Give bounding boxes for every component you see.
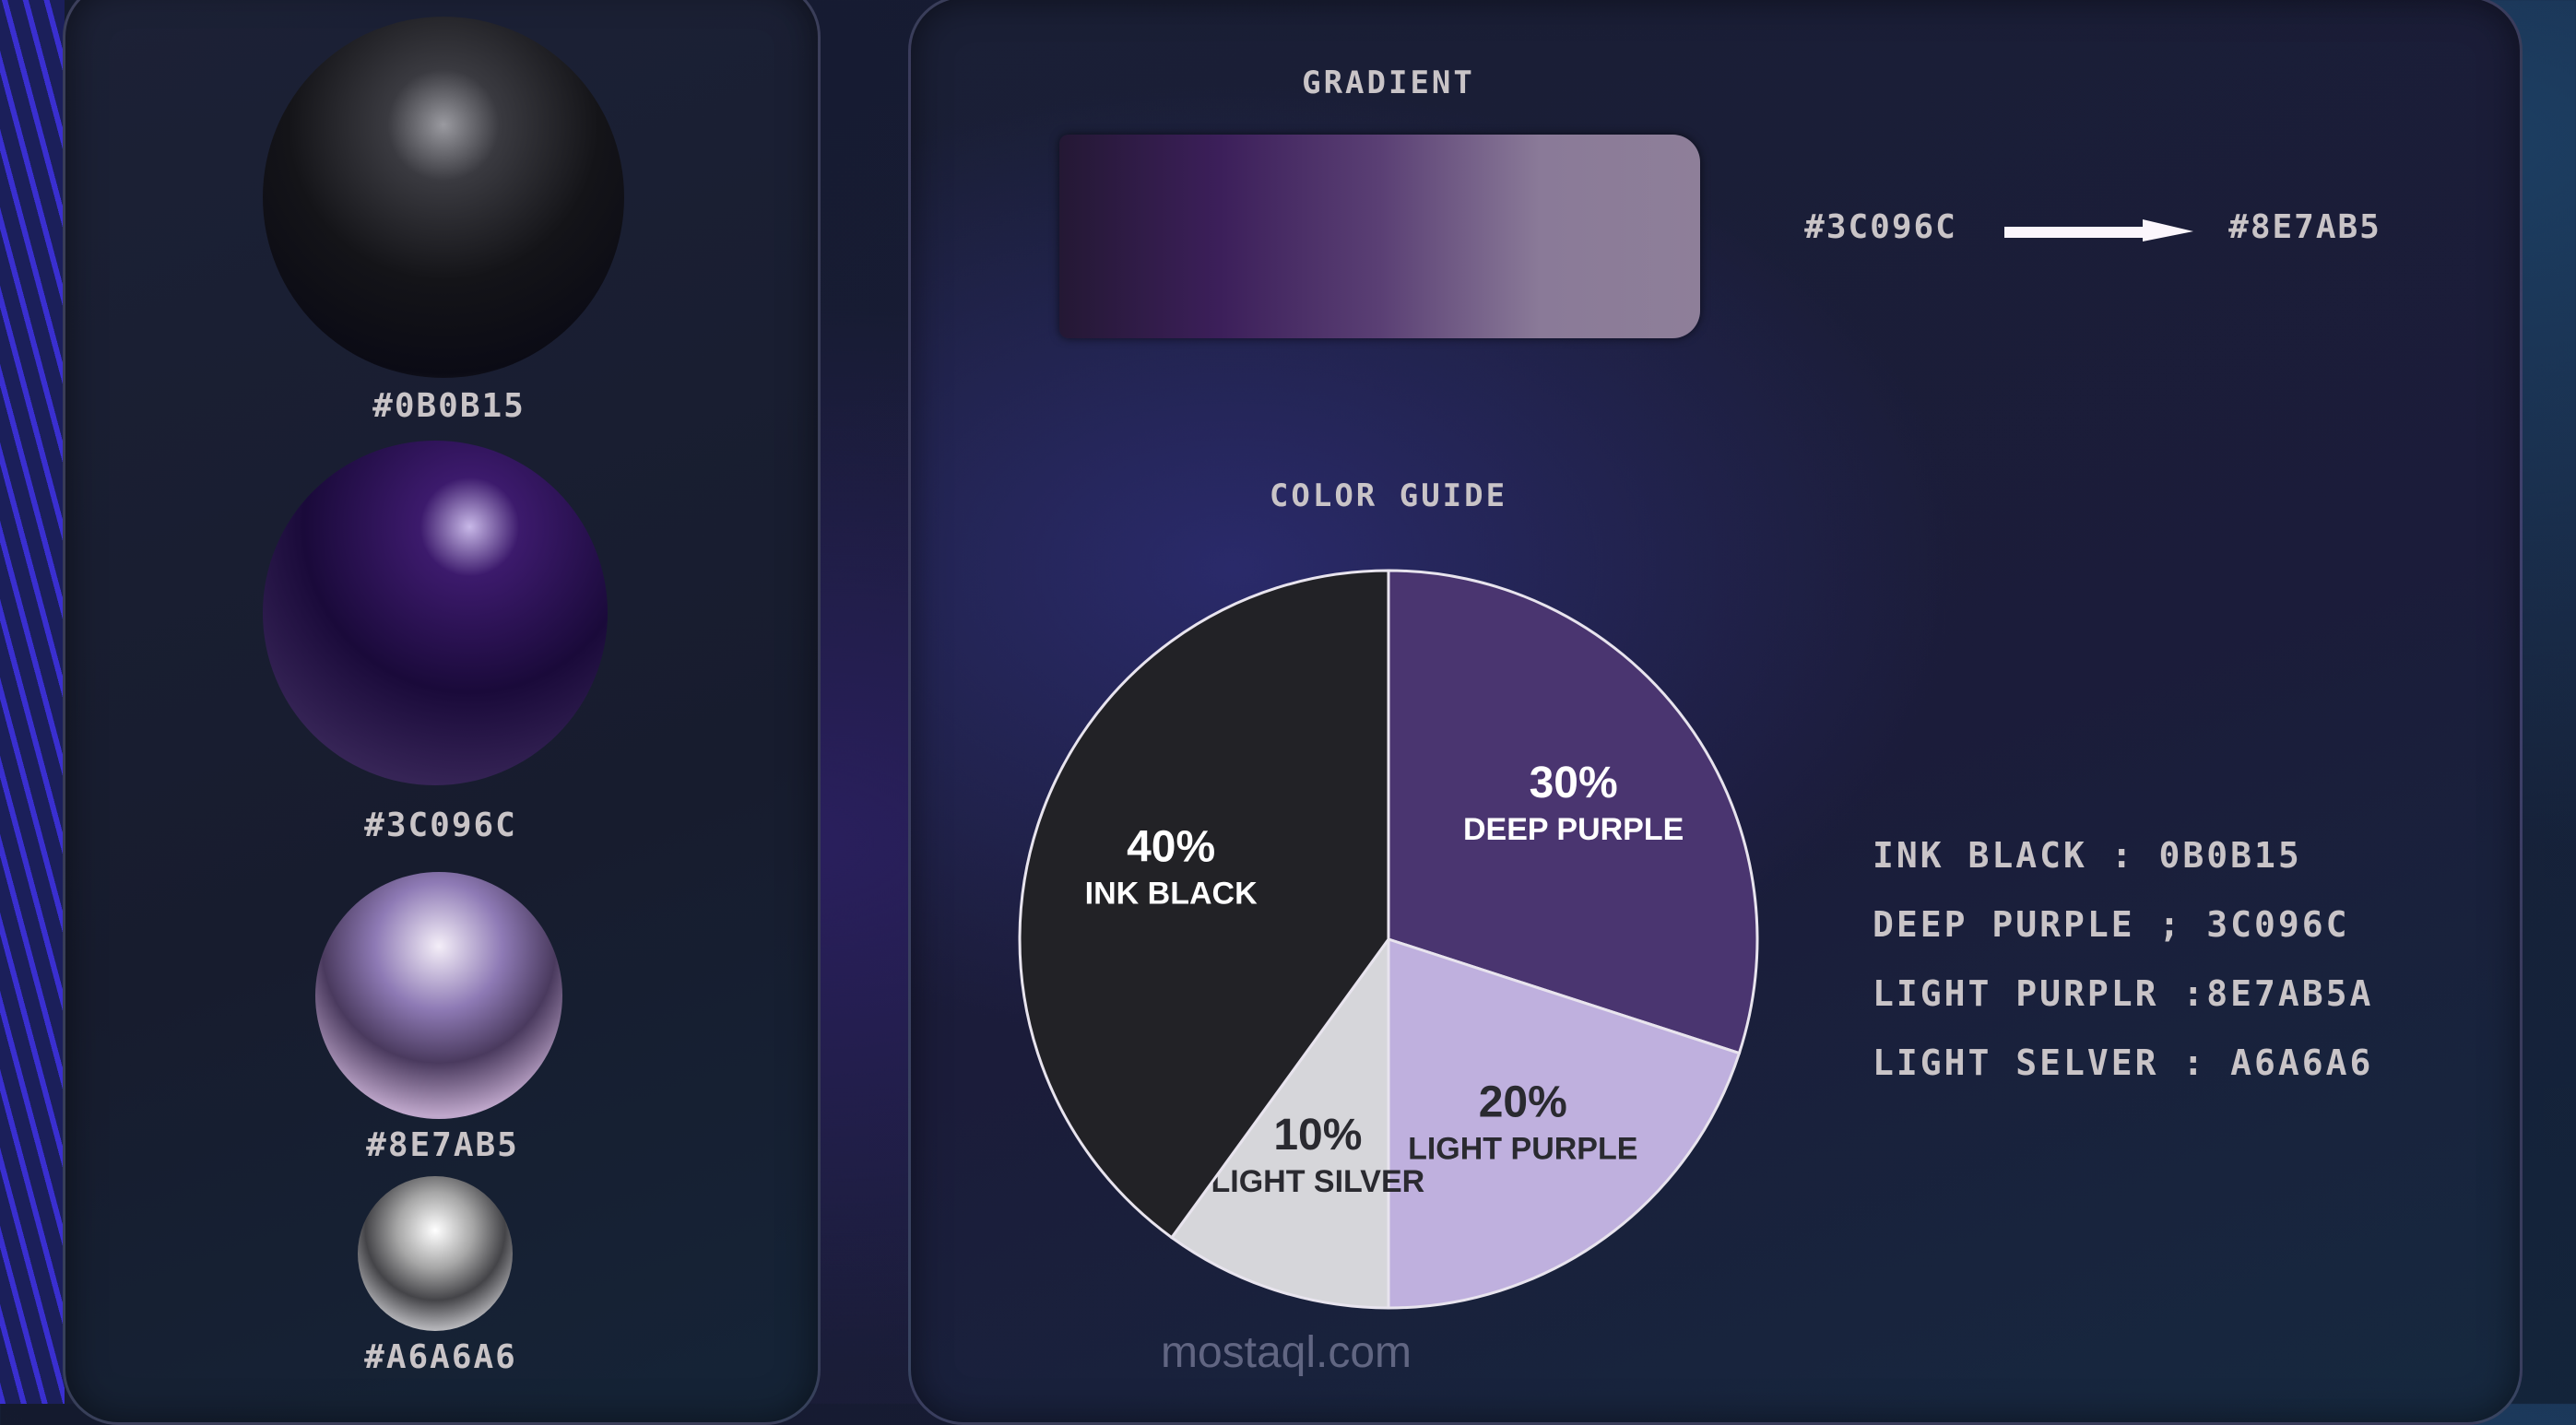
swatch-sphere-deep-purple [263,441,608,785]
pie-value-label: 20% [1479,1078,1567,1127]
pie-value-label: 10% [1273,1111,1362,1160]
watermark: mostaql.com [1160,1328,1412,1377]
pie-slice-ink-black [1018,569,1390,1240]
gradient-from-label: #3C096C [1804,208,1957,246]
pie-slice-light-silver [1169,935,1390,1310]
legend-item: LIGHT SELVER : A6A6A6 [1873,1042,2374,1083]
chart-title: COLOR GUIDE [1269,477,1508,514]
legend-item: INK BLACK : 0B0B15 [1873,835,2302,876]
pie-slice-deep-purple [1387,569,1759,1055]
decorative-stripes [0,0,65,1404]
swatch-label: #8E7AB5 [366,1126,519,1164]
pie-value-label: 30% [1530,759,1618,807]
swatch-label: #0B0B15 [372,387,526,425]
pie-name-label: DEEP PURPLE [1463,812,1684,847]
pie-name-label: LIGHT SILVER [1211,1164,1425,1199]
swatch-sphere-light-purple [315,872,562,1119]
legend-item: LIGHT PURPLR :8E7AB5A [1873,973,2374,1014]
pie-name-label: INK BLACK [1085,876,1258,911]
pie-chart: 30% DEEP PURPLE 20% LIGHT PURPLE 10% LIGHT SI… [1018,569,1759,1310]
swatch-label: #A6A6A6 [364,1338,517,1376]
swatch-label: #3C096C [364,807,517,844]
pie-slice-light-purple [1387,936,1742,1310]
gradient-bar [1059,135,1700,338]
legend-item: DEEP PURPLE ; 3C096C [1873,904,2350,945]
gradient-to-label: #8E7AB5 [2228,208,2381,246]
gradient-title: GRADIENT [1302,65,1475,101]
arrow-right-icon [2004,219,2193,241]
pie-value-label: 40% [1127,822,1215,871]
swatch-sphere-light-silver [358,1176,513,1331]
pie-name-label: LIGHT PURPLE [1408,1132,1637,1167]
swatch-sphere-ink-black [263,17,624,378]
